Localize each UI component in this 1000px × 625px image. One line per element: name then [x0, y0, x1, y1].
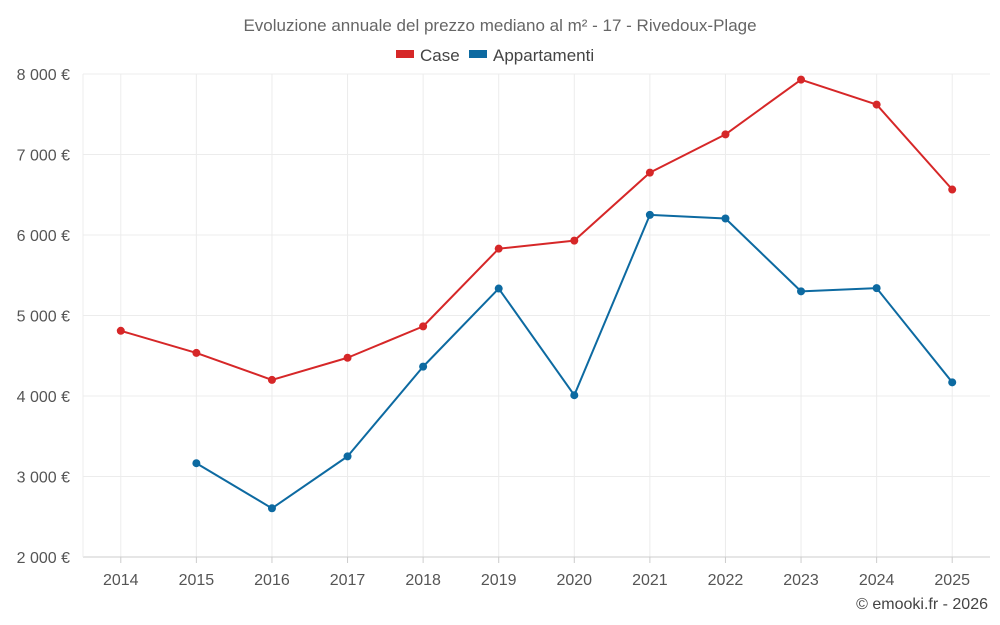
data-point-appartamenti[interactable]	[494, 284, 503, 293]
legend-swatch-case	[396, 50, 414, 58]
series-line-case	[120, 78, 953, 381]
data-point-case[interactable]	[570, 236, 579, 245]
data-point-appartamenti[interactable]	[343, 452, 352, 461]
credit-text: © emooki.fr - 2026	[856, 596, 988, 613]
y-tick-label: 7 000 €	[17, 148, 70, 165]
data-point-case[interactable]	[419, 322, 428, 331]
data-point-case[interactable]	[267, 375, 276, 384]
data-point-appartamenti[interactable]	[872, 284, 881, 293]
data-point-appartamenti[interactable]	[721, 214, 730, 223]
series	[116, 75, 957, 513]
legend: Case Appartamenti	[396, 46, 594, 65]
y-tick-label: 2 000 €	[17, 550, 70, 567]
data-point-case[interactable]	[343, 353, 352, 362]
data-point-appartamenti[interactable]	[645, 210, 654, 219]
x-tick-label: 2015	[179, 572, 215, 589]
legend-label-case: Case	[420, 46, 460, 65]
data-point-appartamenti[interactable]	[797, 287, 806, 296]
x-tick-label: 2021	[632, 572, 668, 589]
x-tick-label: 2024	[859, 572, 895, 589]
data-point-appartamenti[interactable]	[948, 378, 957, 387]
x-tick-label: 2025	[934, 572, 970, 589]
y-tick-label: 8 000 €	[17, 67, 70, 84]
y-tick-label: 6 000 €	[17, 228, 70, 245]
axes: 2 000 € 3 000 € 4 000 € 5 000 € 6 000 € 7 000…	[17, 67, 990, 589]
series-case	[116, 75, 957, 384]
x-tick-label: 2014	[103, 572, 139, 589]
data-point-case[interactable]	[116, 326, 125, 335]
y-tick-label: 5 000 €	[17, 309, 70, 326]
data-point-case[interactable]	[645, 168, 654, 177]
data-point-case[interactable]	[192, 348, 201, 357]
x-tick-label: 2023	[783, 572, 819, 589]
data-point-case[interactable]	[872, 100, 881, 109]
x-tick-label: 2017	[330, 572, 366, 589]
data-point-appartamenti[interactable]	[570, 391, 579, 400]
x-tick-label: 2019	[481, 572, 517, 589]
legend-swatch-appartamenti	[469, 50, 487, 58]
data-point-appartamenti[interactable]	[267, 504, 276, 513]
x-tick-label: 2022	[708, 572, 744, 589]
legend-label-appartamenti: Appartamenti	[493, 46, 594, 65]
x-tick-label: 2020	[556, 572, 592, 589]
data-point-case[interactable]	[494, 244, 503, 253]
y-tick-label: 4 000 €	[17, 389, 70, 406]
x-tick-label: 2018	[405, 572, 441, 589]
data-point-appartamenti[interactable]	[419, 362, 428, 371]
grid	[83, 73, 990, 557]
legend-item-case[interactable]: Case	[396, 46, 460, 65]
chart-title: Evoluzione annuale del prezzo mediano al…	[243, 16, 756, 35]
legend-item-appartamenti[interactable]: Appartamenti	[469, 46, 594, 65]
data-point-case[interactable]	[797, 75, 806, 84]
series-appartamenti	[192, 210, 957, 513]
data-point-appartamenti[interactable]	[192, 459, 201, 468]
data-point-case[interactable]	[948, 185, 957, 194]
x-tick-label: 2016	[254, 572, 290, 589]
data-point-case[interactable]	[721, 130, 730, 139]
y-tick-label: 3 000 €	[17, 470, 70, 487]
